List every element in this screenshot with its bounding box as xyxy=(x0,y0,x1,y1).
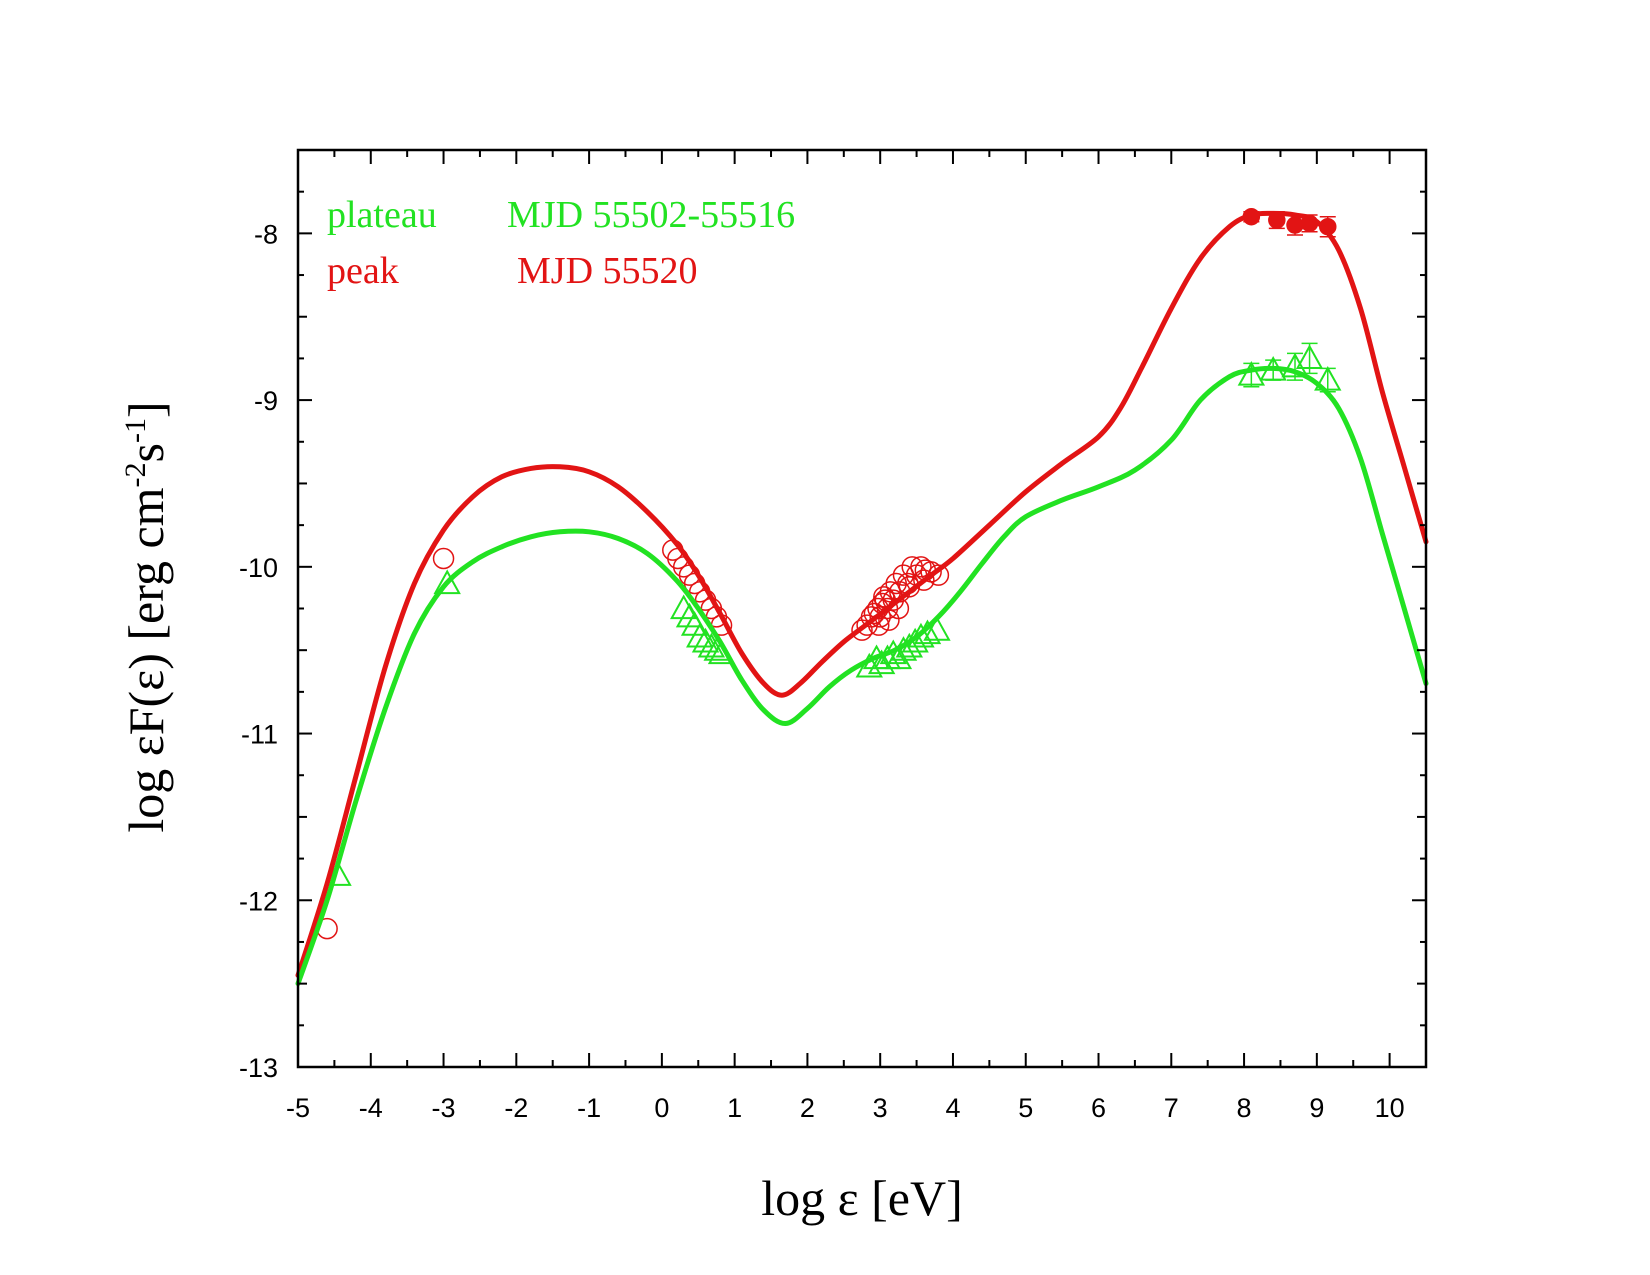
x-tick-label: -3 xyxy=(432,1093,456,1123)
ticks-layer: -5 -4 -3 -2 -1 0 1 2 3 4 5 6 7 8 9 10-8-9-10-11-12-13 xyxy=(239,150,1426,1123)
x-tick-label: 7 xyxy=(1164,1093,1179,1123)
plateau-gamma-point xyxy=(1281,352,1309,378)
peak-model-line xyxy=(295,210,1429,978)
x-tick-label: 3 xyxy=(873,1093,888,1123)
legend-plateau-label: MJD 55502-55516 xyxy=(507,194,795,236)
plateau-gamma-point xyxy=(1314,366,1342,391)
x-tick-label: 0 xyxy=(654,1093,669,1123)
series-layer xyxy=(295,207,1429,987)
x-tick-label: 9 xyxy=(1309,1093,1324,1123)
x-tick-label: 10 xyxy=(1375,1093,1405,1123)
y-tick-label: -8 xyxy=(254,219,278,249)
peak-gamma-point xyxy=(1286,216,1304,234)
x-tick-label: 2 xyxy=(800,1093,815,1123)
legend: plateau MJD 55502-55516 peak MJD 55520 xyxy=(327,194,795,292)
x-tick-label: -5 xyxy=(286,1093,310,1123)
y-axis-title-end: ] xyxy=(118,401,174,418)
x-tick-label: 6 xyxy=(1091,1093,1106,1123)
plateau-data-point xyxy=(697,632,726,658)
plateau-data-point xyxy=(670,594,698,620)
y-axis-title: log εF(ε) [erg cm-2s-1] xyxy=(118,401,174,832)
legend-plateau-name: plateau xyxy=(327,194,437,236)
peak-data-point xyxy=(873,586,895,608)
peak-data-point xyxy=(432,547,455,570)
x-axis-title: log ε [eV] xyxy=(761,1170,963,1226)
plateau-model-line xyxy=(295,365,1429,987)
y-axis-title-exp1: -2 xyxy=(119,462,152,487)
y-axis-title-s: s xyxy=(118,443,174,462)
x-tick-label: 1 xyxy=(727,1093,742,1123)
legend-peak-label: MJD 55520 xyxy=(517,250,698,292)
y-tick-label: -10 xyxy=(239,553,278,583)
peak-data-point xyxy=(913,569,935,591)
plot-area xyxy=(298,150,1426,1067)
x-tick-label: 8 xyxy=(1237,1093,1252,1123)
y-tick-label: -13 xyxy=(239,1053,278,1083)
y-tick-label: -12 xyxy=(239,886,278,916)
x-tick-label: 4 xyxy=(945,1093,960,1123)
plateau-data-point xyxy=(433,569,461,595)
y-axis-title-main: log εF(ε) [erg cm xyxy=(118,487,174,832)
plateau-gamma-point xyxy=(1237,361,1266,386)
y-tick-label: -9 xyxy=(254,386,278,416)
plateau-gamma-point xyxy=(1295,344,1324,370)
y-axis-title-exp2: -1 xyxy=(119,418,152,443)
plateau-data-point xyxy=(923,616,951,641)
x-tick-label: -1 xyxy=(577,1093,601,1123)
x-tick-label: 5 xyxy=(1018,1093,1033,1123)
plateau-data-point xyxy=(686,622,714,648)
y-tick-label: -11 xyxy=(241,720,278,750)
legend-peak-name: peak xyxy=(327,250,399,292)
x-tick-label: -4 xyxy=(359,1093,383,1123)
plateau-data-point xyxy=(691,627,720,653)
x-tick-label: -2 xyxy=(504,1093,528,1123)
peak-data-point xyxy=(910,556,932,578)
